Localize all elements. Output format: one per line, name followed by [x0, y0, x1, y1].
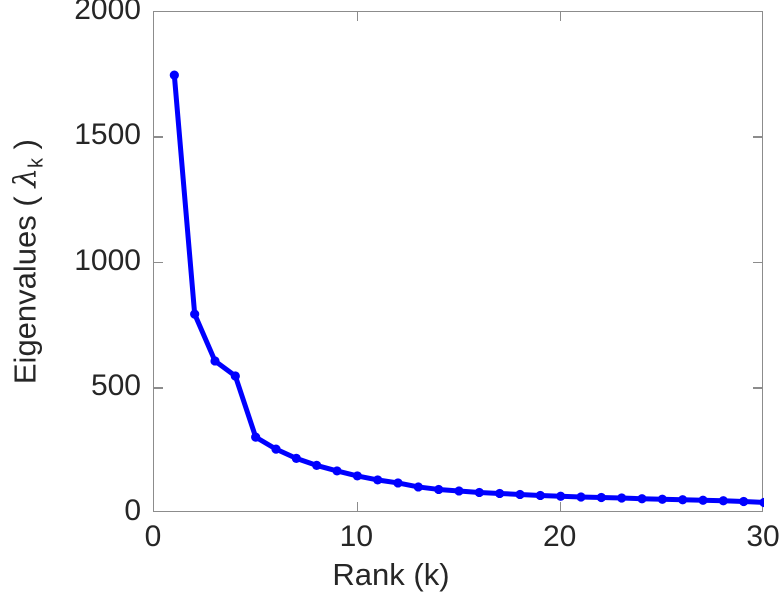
x-tick-label: 30 — [746, 520, 780, 553]
x-tick-mark — [356, 12, 359, 21]
x-tick-mark — [559, 12, 562, 21]
x-tick-mark — [356, 502, 359, 511]
x-tick-label: 20 — [542, 520, 577, 553]
data-point — [535, 490, 545, 501]
lambda-symbol: λ — [7, 168, 44, 188]
data-point — [373, 475, 383, 485]
data-point — [251, 432, 261, 442]
data-point — [474, 487, 484, 498]
y-tick-mark — [154, 136, 163, 139]
lambda-subscript: k — [25, 158, 48, 169]
data-point — [718, 496, 728, 506]
y-tick-label: 0 — [124, 494, 141, 527]
data-point — [678, 495, 688, 505]
data-point — [637, 494, 647, 504]
data-point — [495, 488, 505, 499]
data-point — [617, 493, 627, 503]
data-point — [657, 494, 667, 504]
x-axis-title: Rank (k) — [332, 557, 450, 592]
y-axis-title-prefix: Eigenvalues ( — [7, 187, 43, 385]
y-tick-mark — [753, 386, 762, 389]
data-point — [454, 486, 464, 496]
data-point — [271, 444, 281, 454]
y-tick-mark — [154, 261, 163, 264]
data-point — [393, 478, 403, 488]
data-point — [169, 70, 179, 80]
x-tick-mark — [559, 502, 562, 511]
y-tick-label: 1000 — [74, 243, 141, 277]
data-point — [312, 460, 322, 470]
data-point — [352, 471, 362, 481]
data-point — [190, 309, 200, 319]
y-axis-title-suffix: ) — [7, 139, 43, 159]
y-tick-label: 1500 — [74, 118, 141, 152]
y-tick-mark — [753, 261, 762, 264]
data-point — [515, 489, 525, 500]
data-line — [171, 72, 764, 505]
data-point — [556, 491, 566, 501]
data-point — [576, 492, 586, 502]
data-point — [291, 453, 301, 463]
data-point — [230, 371, 240, 381]
y-tick-label: 2000 — [74, 0, 141, 26]
data-point — [698, 495, 708, 505]
x-tick-label: 0 — [144, 520, 162, 553]
data-point — [759, 497, 764, 508]
data-point — [413, 482, 423, 492]
data-point — [332, 466, 342, 476]
plot-svg — [169, 70, 764, 508]
x-tick-label: 10 — [339, 520, 374, 553]
data-point — [596, 492, 606, 503]
plot-area — [153, 11, 764, 512]
data-markers — [169, 70, 764, 508]
y-tick-label: 500 — [90, 368, 141, 402]
y-tick-mark — [753, 136, 762, 139]
data-point — [434, 484, 444, 495]
y-tick-mark — [154, 386, 163, 389]
data-point — [739, 496, 749, 507]
y-axis-title: Eigenvalues ( λk ) — [7, 12, 48, 512]
data-point — [210, 356, 220, 366]
